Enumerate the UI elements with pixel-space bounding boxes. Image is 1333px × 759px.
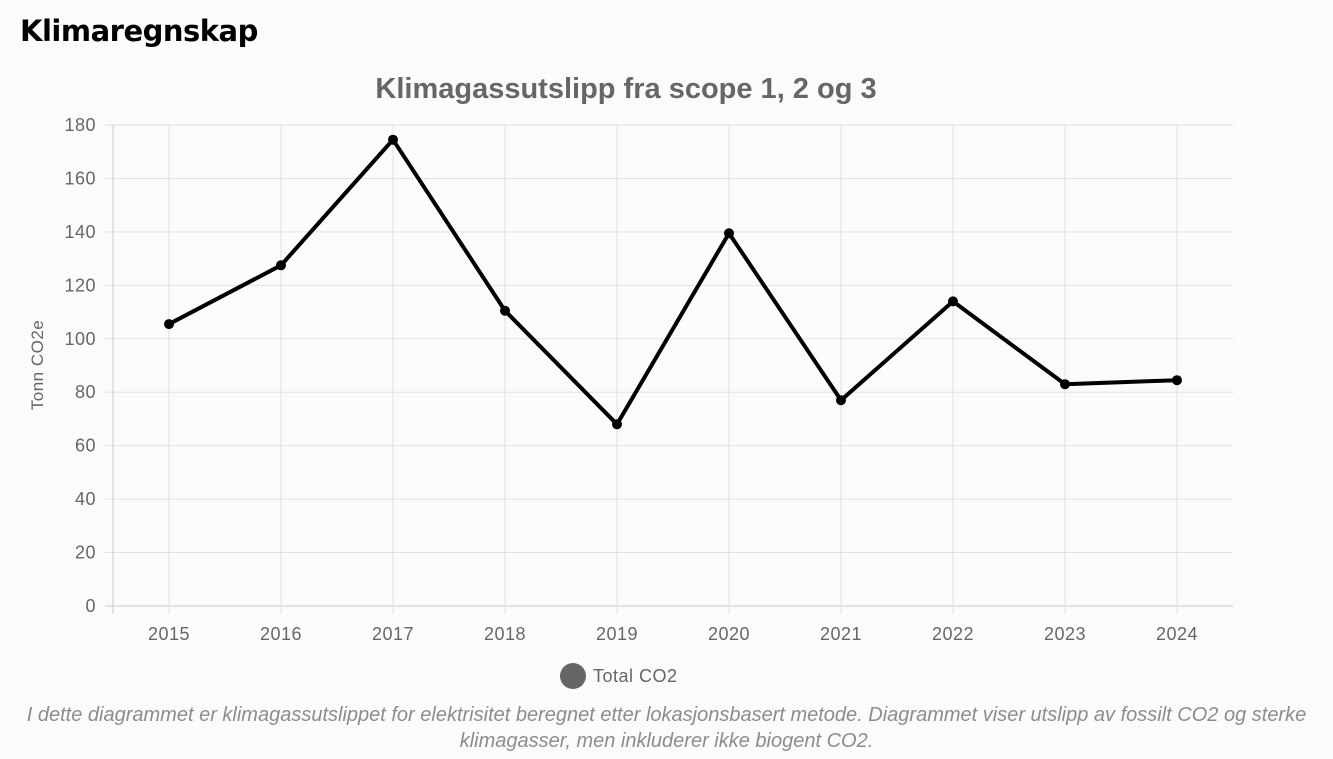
y-axis-label: Tonn CO2e xyxy=(28,320,47,411)
y-tick-label: 60 xyxy=(75,436,96,456)
y-tick-label: 40 xyxy=(75,489,96,509)
y-tick-label: 100 xyxy=(64,329,96,349)
data-point[interactable] xyxy=(164,319,174,330)
data-point[interactable] xyxy=(500,305,510,316)
x-tick-label: 2016 xyxy=(260,624,302,644)
y-axis-ticks: 0 20 40 60 80 100 120 140 160 180 xyxy=(64,115,96,616)
x-tick-label: 2015 xyxy=(148,624,190,644)
line-chart: Klimagassutslipp fra scope 1, 2 og 3 0 20… xyxy=(28,73,1233,689)
data-point[interactable] xyxy=(1060,379,1070,390)
x-tick-label: 2018 xyxy=(484,624,526,644)
data-point[interactable] xyxy=(388,134,398,145)
grid xyxy=(105,124,1233,614)
data-point[interactable] xyxy=(1172,375,1182,386)
y-tick-label: 120 xyxy=(64,275,96,295)
series-line-total-co2 xyxy=(167,137,1179,427)
x-tick-label: 2019 xyxy=(596,624,638,644)
data-point[interactable] xyxy=(836,395,846,406)
legend[interactable]: Total CO2 xyxy=(560,663,678,689)
data-point[interactable] xyxy=(724,228,734,239)
y-tick-label: 80 xyxy=(75,382,96,402)
x-tick-label: 2024 xyxy=(1156,624,1198,644)
x-tick-label: 2020 xyxy=(708,624,750,644)
x-tick-label: 2023 xyxy=(1044,624,1086,644)
x-tick-label: 2021 xyxy=(820,624,862,644)
y-tick-label: 160 xyxy=(64,168,96,188)
y-tick-label: 140 xyxy=(64,222,96,242)
page-heading: Klimaregnskap xyxy=(20,14,258,48)
chart-title: Klimagassutslipp fra scope 1, 2 og 3 xyxy=(375,73,876,105)
x-tick-label: 2022 xyxy=(932,624,974,644)
data-point[interactable] xyxy=(948,296,958,307)
series-group xyxy=(164,134,1182,430)
legend-label-total-co2[interactable]: Total CO2 xyxy=(593,666,678,686)
y-tick-label: 20 xyxy=(75,543,96,563)
x-axis-ticks: 2015 2016 2017 2018 2019 2020 2021 2022 2023 2024 xyxy=(148,624,1198,644)
data-point[interactable] xyxy=(276,260,286,271)
y-tick-label: 180 xyxy=(64,115,96,135)
chart-footnote: I dette diagrammet er klimagassutslippet… xyxy=(26,704,1307,752)
x-tick-label: 2017 xyxy=(372,624,414,644)
y-tick-label: 0 xyxy=(85,596,96,616)
data-point[interactable] xyxy=(612,419,622,430)
legend-marker xyxy=(560,663,586,689)
